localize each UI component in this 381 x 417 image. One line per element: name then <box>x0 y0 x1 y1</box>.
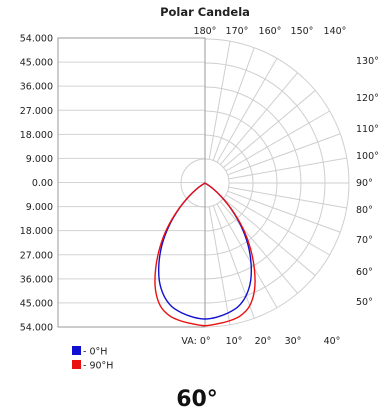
angle-label-bottom: 40° <box>324 336 341 347</box>
y-tick-label: 54.000 <box>20 323 53 334</box>
angle-label-right: 70° <box>356 235 373 246</box>
y-tick-label: 18.000 <box>20 226 53 237</box>
angle-label-right: 120° <box>356 93 379 104</box>
angle-label-right: 80° <box>356 205 373 216</box>
legend-label: - 0°H <box>83 347 107 358</box>
polar-grid-center-circle <box>180 158 206 208</box>
angle-label-top: 160° <box>259 26 282 37</box>
y-tick-label: 27.000 <box>20 106 53 117</box>
polar-grid-circle <box>204 158 230 208</box>
angle-label-top: 170° <box>226 26 249 37</box>
angle-label-top: 150° <box>291 26 314 37</box>
polar-grid-radial-line <box>216 203 278 308</box>
plot-frame <box>57 37 206 328</box>
angle-label-bottom: 20° <box>255 336 272 347</box>
y-axis-labels: 54.000 45.000 36.000 27.000 18.000 9.000 0.00 9… <box>20 34 53 334</box>
candela-curve-90h <box>154 182 256 327</box>
polar-grid-radial-line <box>212 47 255 161</box>
polar-grid-radial-line <box>228 186 347 209</box>
angle-label-right: 50° <box>356 297 373 308</box>
polar-grid-radial-line <box>223 198 316 276</box>
plot-grid-left <box>58 61 205 304</box>
polar-grid-radial-line <box>216 58 278 163</box>
angle-labels: 180° 170° 160° 150° 140° 130° 120° 110° 100° 90° 8… <box>181 26 379 347</box>
y-tick-label: 9.000 <box>26 202 53 213</box>
angle-label-bottom: 30° <box>285 336 302 347</box>
y-tick-label: 45.000 <box>20 58 53 69</box>
y-tick-label: 36.000 <box>20 82 53 93</box>
angle-label-right: 130° <box>356 56 379 67</box>
angle-label-right: 100° <box>356 151 379 162</box>
polar-grid-radial-line <box>220 72 298 165</box>
legend-swatch <box>72 360 81 369</box>
polar-grid-radial-line <box>212 205 255 319</box>
y-tick-label: 27.000 <box>20 250 53 261</box>
y-tick-label: 18.000 <box>20 130 53 141</box>
candela-curves <box>154 182 256 327</box>
polar-grid-radial-line <box>220 201 298 294</box>
angle-label-top: 140° <box>324 26 347 37</box>
polar-grid-radial-line <box>208 206 231 325</box>
y-tick-label: 45.000 <box>20 298 53 309</box>
angle-label-right: 110° <box>356 124 379 135</box>
polar-grid-radial-line <box>208 41 231 160</box>
angle-label-bottom: 10° <box>226 336 243 347</box>
polar-grid-radial-line <box>223 90 316 168</box>
legend: - 0°H - 90°H <box>72 346 113 372</box>
y-tick-label: 0.00 <box>32 178 53 189</box>
y-tick-label: 54.000 <box>20 34 53 45</box>
legend-swatch <box>72 346 81 355</box>
angle-label-right: 60° <box>356 267 373 278</box>
legend-label: - 90°H <box>83 361 113 372</box>
polar-grid-radial-line <box>227 133 341 176</box>
chart-title: Polar Candela <box>160 5 250 19</box>
polar-grid-radial-line <box>225 110 330 172</box>
angle-label-top: 180° <box>194 26 217 37</box>
beam-angle-label: 60° <box>176 387 218 412</box>
polar-grid-radial-line <box>225 194 330 256</box>
polar-grid-radial-line <box>228 157 347 180</box>
polar-grid-radial-line <box>227 190 341 233</box>
polar-grid <box>180 38 350 328</box>
y-tick-label: 36.000 <box>20 274 53 285</box>
angle-label-right: 90° <box>356 178 373 189</box>
angle-label-bottom: VA: 0° <box>181 336 210 347</box>
y-tick-label: 9.000 <box>26 154 53 165</box>
